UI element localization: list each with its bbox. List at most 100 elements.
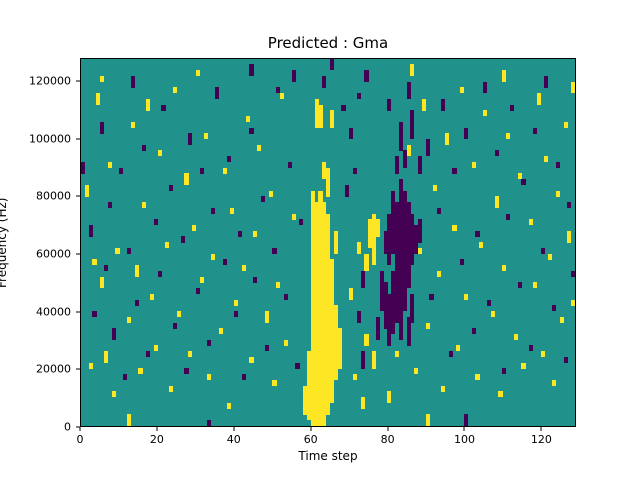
heatmap-cell-high — [249, 356, 254, 363]
heatmap-cell-high — [195, 70, 200, 77]
heatmap-cell-high — [368, 219, 373, 249]
heatmap-cell-low — [506, 213, 511, 220]
heatmap-cell-low — [211, 207, 216, 214]
y-tick-mark — [76, 195, 80, 197]
heatmap-cell-high — [395, 351, 400, 358]
heatmap-cell-low — [448, 351, 453, 358]
heatmap-cell-high — [475, 374, 480, 381]
heatmap-cell-high — [199, 276, 204, 283]
heatmap-cell-low — [92, 311, 97, 318]
heatmap-cell-low — [100, 121, 105, 134]
heatmap-cell-high — [188, 351, 193, 358]
heatmap-cell-high — [230, 207, 235, 214]
heatmap-cell-low — [402, 190, 407, 312]
heatmap-cell-low — [406, 202, 411, 289]
heatmap-cell-high — [211, 253, 216, 260]
heatmap-cell-high — [157, 150, 162, 157]
heatmap-cell-low — [287, 161, 292, 168]
heatmap-cell-high — [314, 98, 319, 128]
heatmap-cell-low — [494, 150, 499, 157]
x-tick-label: 0 — [76, 433, 84, 446]
heatmap-cell-high — [276, 282, 281, 289]
heatmap-cell-high — [326, 167, 331, 197]
heatmap-cell-low — [207, 339, 212, 346]
heatmap-cell-high — [360, 397, 365, 409]
heatmap-cell-low — [88, 225, 93, 237]
heatmap-cell-low — [260, 196, 266, 203]
heatmap-cell-high — [218, 328, 223, 335]
y-tick-mark — [76, 368, 80, 370]
heatmap-cell-low — [540, 247, 545, 254]
heatmap-cell-high — [444, 133, 449, 146]
heatmap-cell-high — [96, 93, 101, 105]
heatmap-cell-low — [345, 184, 350, 197]
heatmap-cell-high — [421, 98, 426, 111]
y-tick-mark — [76, 426, 80, 428]
x-tick-mark — [387, 427, 389, 431]
heatmap-cell-high — [184, 173, 189, 186]
heatmap-cell-low — [126, 247, 132, 254]
y-tick-label: 40000 — [36, 305, 71, 319]
x-tick-mark — [540, 427, 542, 431]
heatmap-cell-high — [241, 265, 246, 272]
heatmap-cell-high — [329, 259, 335, 404]
heatmap-cell-low — [563, 356, 568, 363]
heatmap-cell-high — [291, 213, 296, 220]
heatmap-cell-high — [234, 299, 239, 306]
heatmap-cell-low — [188, 133, 193, 146]
heatmap-cell-low — [111, 328, 116, 340]
heatmap-cell-low — [153, 219, 158, 226]
heatmap-cell-low — [272, 247, 277, 254]
heatmap-cell-high — [88, 362, 93, 369]
heatmap-cell-high — [111, 391, 116, 398]
heatmap-cell-high — [498, 391, 503, 398]
heatmap-cell-low — [295, 362, 300, 369]
heatmap-cell-high — [494, 196, 499, 209]
plot-area — [80, 58, 576, 427]
heatmap-cell-high — [322, 161, 327, 180]
y-tick-mark — [76, 138, 80, 140]
heatmap-cell-low — [571, 270, 575, 277]
heatmap-cell-high — [456, 345, 461, 352]
heatmap-cell-low — [329, 59, 335, 71]
heatmap-cell-high — [567, 230, 572, 243]
heatmap-cell-low — [180, 236, 185, 243]
heatmap-cell-low — [379, 270, 384, 312]
heatmap-cell-high — [253, 230, 258, 237]
heatmap-cell-low — [387, 98, 392, 111]
heatmap-cell-high — [272, 379, 277, 386]
heatmap-cell-high — [410, 64, 415, 77]
heatmap-cell-high — [372, 351, 377, 369]
heatmap-cell-low — [509, 104, 515, 111]
heatmap-cell-high — [303, 385, 308, 415]
heatmap-cell-low — [437, 207, 442, 214]
heatmap-cell-low — [283, 293, 289, 300]
heatmap-cell-high — [100, 276, 105, 289]
heatmap-cell-low — [134, 299, 139, 306]
heatmap-cell-high — [333, 305, 338, 381]
heatmap-cell-high — [463, 293, 469, 300]
heatmap-cell-high — [540, 351, 545, 358]
heatmap-cell-low — [410, 110, 415, 140]
heatmap-cell-high — [559, 316, 564, 323]
heatmap-cell-low — [517, 282, 522, 289]
heatmap-cell-low — [417, 156, 423, 174]
heatmap-cell-high — [544, 156, 549, 163]
heatmap-cell-high — [532, 282, 537, 289]
heatmap-cell-low — [463, 414, 469, 426]
x-tick-label: 100 — [453, 433, 475, 446]
heatmap-cell-low — [521, 179, 526, 186]
heatmap-cell-low — [429, 293, 434, 300]
heatmap-cell-low — [483, 81, 488, 94]
heatmap-cell-high — [337, 328, 342, 369]
heatmap-cell-high — [437, 270, 442, 277]
heatmap-cell-low — [253, 276, 258, 283]
heatmap-cell-low — [184, 368, 189, 375]
heatmap-cell-low — [299, 219, 304, 226]
heatmap-cell-high — [318, 104, 323, 128]
heatmap-cell-high — [536, 93, 541, 105]
heatmap-cell-high — [513, 333, 518, 340]
heatmap-cell-low — [360, 270, 365, 289]
heatmap-cell-low — [460, 259, 465, 266]
